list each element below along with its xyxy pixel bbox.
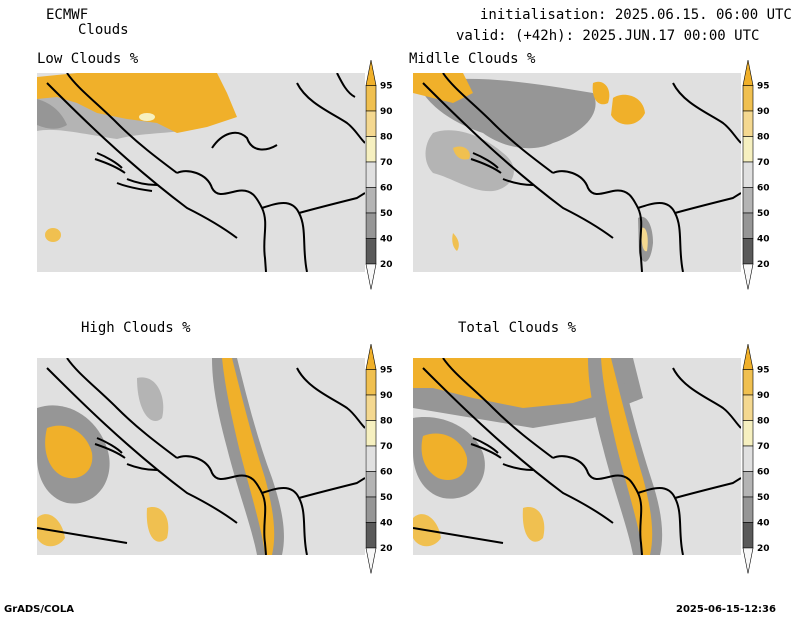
- colorbar-swatch: [365, 522, 377, 549]
- colorbar-swatch: [365, 445, 377, 472]
- colorbar-middle: 95 90 80 70 60 50 40 20: [742, 59, 770, 290]
- colorbar-swatch: [365, 471, 377, 498]
- colorbar-swatch: [365, 110, 377, 137]
- colorbar-swatch: [742, 394, 754, 421]
- colorbar-level-label: 80: [380, 133, 393, 143]
- colorbar-level-label: 95: [380, 366, 393, 376]
- colorbar-level-label: 80: [380, 417, 393, 427]
- footer-software: GrADS/COLA: [4, 604, 74, 615]
- colorbar-level-label: 60: [757, 468, 770, 478]
- colorbar-level-label: 40: [757, 235, 770, 245]
- colorbar-swatch: [365, 136, 377, 163]
- colorbar-swatch: [742, 547, 754, 574]
- colorbar-level-label: 90: [380, 107, 393, 117]
- colorbar-level-label: 50: [380, 209, 393, 219]
- colorbar-swatch: [365, 263, 377, 290]
- model-label: ECMWF: [46, 7, 89, 23]
- panel-title-middle: Midlle Clouds %: [409, 51, 536, 67]
- colorbar-level-label: 70: [757, 158, 770, 168]
- footer-timestamp: 2025-06-15-12:36: [676, 604, 776, 615]
- colorbar-swatch: [365, 161, 377, 188]
- colorbar-level-label: 50: [757, 493, 770, 503]
- colorbar-swatch: [365, 85, 377, 112]
- colorbar-level-label: 90: [380, 391, 393, 401]
- colorbar-level-label: 70: [380, 158, 393, 168]
- map-middle-clouds: [413, 73, 741, 272]
- colorbar-swatch: [742, 369, 754, 396]
- colorbar-level-label: 20: [380, 544, 393, 554]
- colorbar-level-label: 20: [757, 544, 770, 554]
- colorbar-low: 95 90 80 70 60 50 40 20: [365, 59, 393, 290]
- colorbar-level-label: 50: [380, 493, 393, 503]
- colorbar-swatch: [742, 85, 754, 112]
- colorbar-swatch: [365, 238, 377, 265]
- colorbar-level-label: 40: [380, 519, 393, 529]
- panel-title-total: Total Clouds %: [458, 320, 577, 336]
- colorbar-level-label: 20: [757, 260, 770, 270]
- colorbar-level-label: 90: [757, 107, 770, 117]
- colorbar-swatch: [742, 445, 754, 472]
- map-total-clouds: [413, 358, 741, 555]
- colorbar-swatch: [742, 212, 754, 239]
- colorbar-swatch: [365, 369, 377, 396]
- map-high-clouds: [37, 358, 365, 555]
- colorbar-swatch: [742, 161, 754, 188]
- colorbar-level-label: 70: [380, 442, 393, 452]
- colorbar-level-label: 60: [380, 468, 393, 478]
- colorbar-level-label: 50: [757, 209, 770, 219]
- colorbar-swatch: [742, 496, 754, 523]
- panel-title-high: High Clouds %: [81, 320, 191, 336]
- colorbar-swatch: [365, 394, 377, 421]
- colorbar-swatch: [365, 496, 377, 523]
- colorbar-level-label: 20: [380, 260, 393, 270]
- colorbar-swatch: [742, 238, 754, 265]
- colorbar-level-label: 70: [757, 442, 770, 452]
- colorbar-swatch: [742, 110, 754, 137]
- colorbar-swatch: [365, 343, 377, 370]
- colorbar-swatch: [742, 187, 754, 214]
- colorbar-swatch: [365, 420, 377, 447]
- colorbar-swatch: [742, 471, 754, 498]
- colorbar-level-label: 80: [757, 417, 770, 427]
- init-time: initialisation: 2025.06.15. 06:00 UTC: [480, 7, 792, 23]
- panel-title-low: Low Clouds %: [37, 51, 139, 67]
- colorbar-swatch: [742, 263, 754, 290]
- colorbar-swatch: [742, 343, 754, 370]
- colorbar-level-label: 60: [380, 184, 393, 194]
- colorbar-swatch: [365, 187, 377, 214]
- colorbar-swatch: [365, 59, 377, 86]
- colorbar-level-label: 40: [380, 235, 393, 245]
- colorbar-swatch: [365, 212, 377, 239]
- colorbar-level-label: 95: [380, 82, 393, 92]
- product-label: Clouds: [78, 22, 129, 38]
- colorbar-swatch: [742, 59, 754, 86]
- colorbar-swatch: [742, 136, 754, 163]
- colorbar-level-label: 60: [757, 184, 770, 194]
- valid-time: valid: (+42h): 2025.JUN.17 00:00 UTC: [456, 28, 760, 44]
- colorbar-swatch: [742, 522, 754, 549]
- colorbar-level-label: 90: [757, 391, 770, 401]
- colorbar-swatch: [365, 547, 377, 574]
- colorbar-high: 95 90 80 70 60 50 40 20: [365, 343, 393, 574]
- colorbar-level-label: 95: [757, 366, 770, 376]
- colorbar-level-label: 95: [757, 82, 770, 92]
- map-low-clouds: [37, 73, 365, 272]
- colorbar-swatch: [742, 420, 754, 447]
- colorbar-level-label: 40: [757, 519, 770, 529]
- colorbar-total: 95 90 80 70 60 50 40 20: [742, 343, 770, 574]
- colorbar-level-label: 80: [757, 133, 770, 143]
